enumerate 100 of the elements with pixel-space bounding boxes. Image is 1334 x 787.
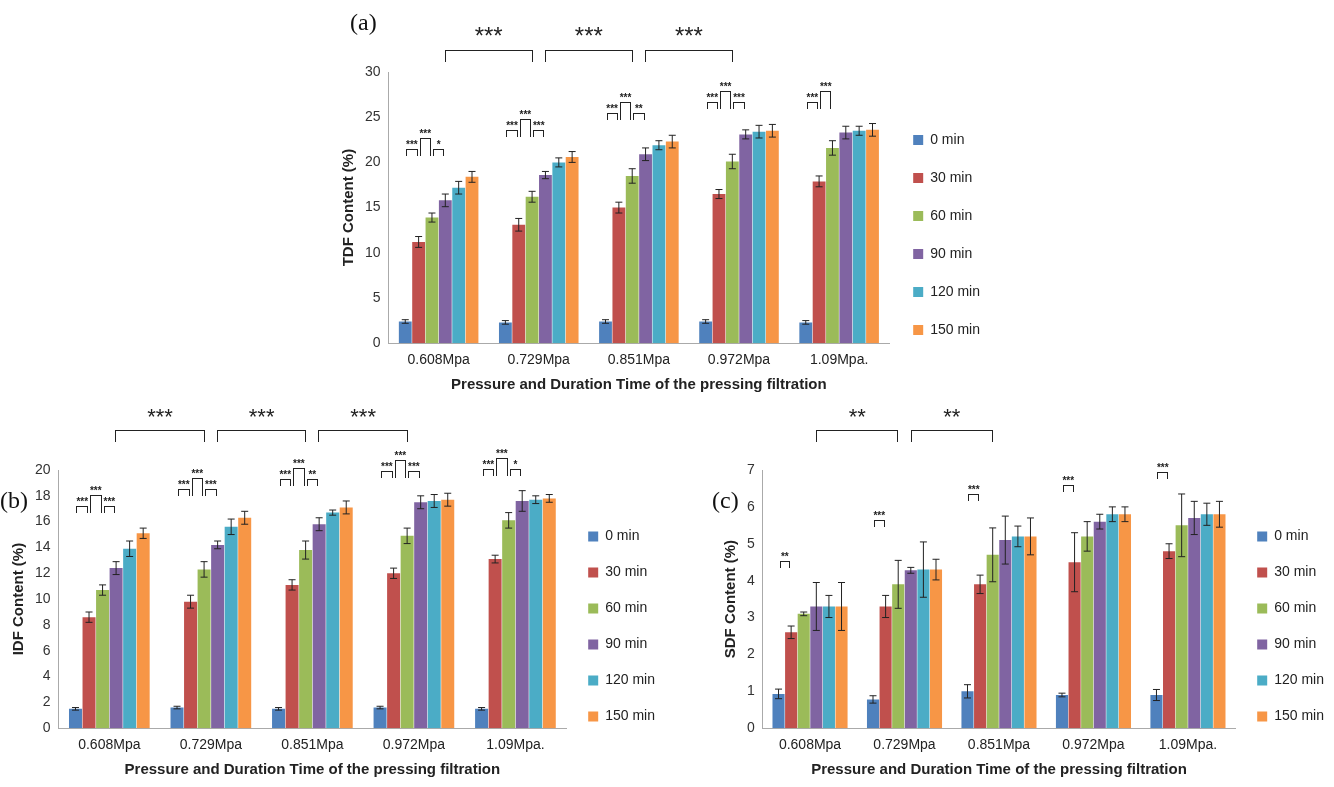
text: *** (474, 22, 503, 49)
bar (427, 500, 441, 729)
legend-label: 0 min (605, 527, 640, 544)
annotation: *** (205, 479, 217, 491)
x-tick-label: 0.851Mpa (281, 736, 344, 753)
bar (400, 535, 414, 729)
legend-label: 120 min (930, 282, 981, 299)
bar (904, 570, 917, 729)
bar (866, 699, 880, 729)
y-tick-label: 5 (372, 288, 381, 305)
bar (974, 584, 987, 729)
bar (488, 559, 502, 729)
bar (665, 141, 679, 344)
y-tick-label: 6 (746, 497, 755, 514)
x-axis-title: Pressure and Duration Time of the pressing filtration (451, 375, 827, 393)
annotation: ** (780, 550, 789, 562)
annotation: * (436, 139, 441, 151)
bar (238, 517, 252, 729)
annotation: ** (308, 468, 317, 480)
bar (652, 145, 666, 344)
bar (184, 601, 198, 729)
bar (211, 544, 225, 729)
bar (797, 613, 810, 729)
legend-label: 30 min (605, 563, 648, 580)
bar (312, 524, 326, 729)
bar (475, 708, 489, 729)
annotation: *** (819, 80, 832, 92)
bar (136, 533, 150, 729)
bar (438, 200, 452, 344)
text: * (513, 458, 518, 470)
bar (852, 130, 866, 344)
y-tick-label: 2 (746, 645, 755, 662)
annotation: *** (177, 479, 190, 491)
y-tick-label: 0 (746, 719, 755, 736)
bar (82, 617, 96, 729)
x-tick-label: 1.09Mpa. (809, 351, 869, 368)
text: *** (674, 22, 703, 49)
x-tick-label: 0.608Mpa (78, 736, 141, 753)
y-tick-label: 16 (34, 512, 51, 529)
annotation: *** (967, 484, 980, 496)
bar (752, 131, 766, 344)
annotation: *** (1062, 474, 1075, 486)
annotation: *** (519, 108, 532, 120)
bar (326, 512, 340, 729)
y-tick-label: 2 (42, 693, 51, 710)
bar (425, 217, 439, 344)
bar (398, 321, 412, 344)
bar (525, 196, 539, 344)
legend-label: 120 min (1274, 671, 1325, 688)
y-tick-label: 7 (746, 460, 755, 477)
text: ** (848, 404, 866, 429)
x-tick-label: 1.09Mpa. (1158, 736, 1218, 753)
bar (725, 161, 739, 344)
y-tick-label: 5 (746, 534, 755, 551)
text: *** (147, 404, 173, 429)
annotation: *** (606, 103, 619, 115)
legend-label: 150 min (605, 707, 656, 724)
y-tick-label: 18 (34, 486, 51, 503)
bar (929, 569, 943, 729)
bar (441, 499, 455, 729)
bar (822, 606, 835, 729)
bar (412, 241, 426, 344)
bar (272, 708, 286, 729)
chart-title: (a) (350, 9, 377, 35)
bar (498, 322, 512, 344)
bar (529, 499, 543, 729)
annotation: *** (103, 496, 116, 508)
x-tick-label: 0.729Mpa (873, 736, 936, 753)
y-axis-title: TDF Content (%) (339, 148, 357, 267)
x-tick-label: 1.09Mpa. (486, 736, 545, 753)
bar (1163, 551, 1176, 729)
x-axis-title: Pressure and Duration Time of the pressing filtration (124, 760, 501, 778)
bar (515, 500, 529, 729)
bar (1081, 536, 1094, 729)
y-tick-label: 30 (364, 62, 381, 79)
annotation: *** (408, 461, 420, 473)
bar (512, 224, 526, 344)
bar (414, 502, 428, 729)
legend-label: 0 min (1274, 527, 1309, 544)
annotation: *** (619, 92, 632, 104)
bar (1175, 525, 1188, 729)
bar (1118, 514, 1132, 729)
bar (542, 498, 556, 729)
x-tick-label: 0.972Mpa (382, 736, 446, 753)
bar (639, 154, 652, 344)
bar (1188, 517, 1201, 729)
text: *** (293, 457, 305, 469)
bar (1024, 536, 1037, 729)
bar (1068, 562, 1081, 729)
y-tick-label: 20 (34, 460, 51, 477)
bar (69, 708, 82, 729)
x-tick-label: 0.851Mpa (607, 351, 671, 368)
y-tick-label: 10 (34, 589, 51, 606)
bar (699, 321, 713, 344)
x-tick-label: 0.972Mpa (1062, 736, 1125, 753)
y-tick-label: 4 (42, 667, 51, 684)
y-tick-label: 20 (364, 153, 381, 170)
x-tick-label: 0.729Mpa (507, 351, 571, 368)
text: (c) (712, 487, 739, 513)
y-tick-label: 6 (42, 641, 51, 658)
